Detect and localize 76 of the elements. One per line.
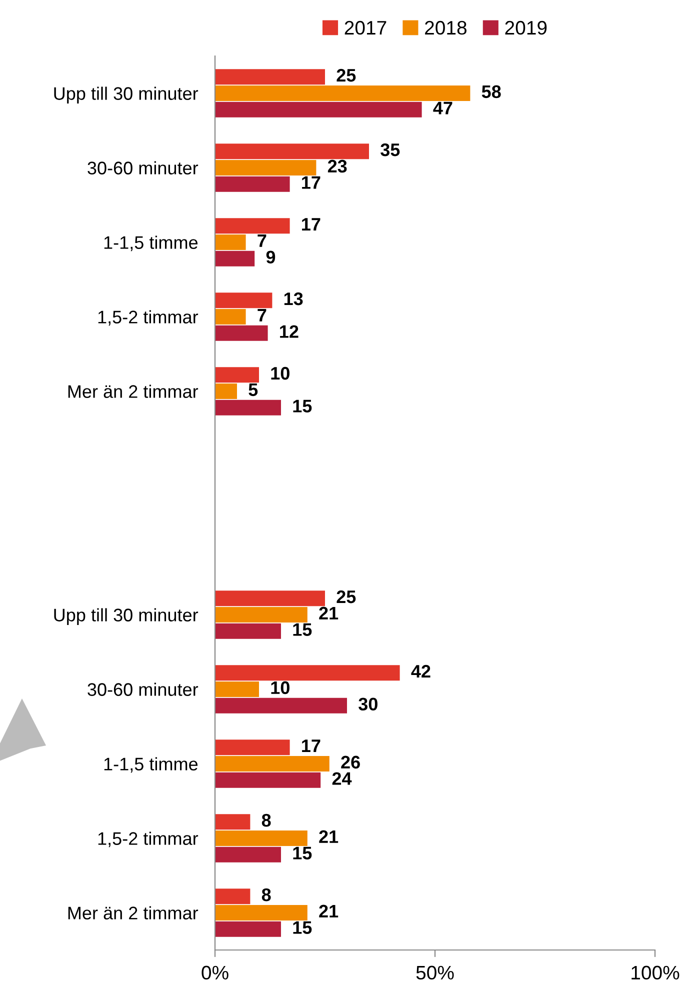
data-label: 9 <box>266 250 276 264</box>
bar <box>215 888 250 904</box>
bar <box>215 367 259 383</box>
bar <box>215 400 281 416</box>
bar <box>215 814 250 830</box>
data-label: 15 <box>293 623 312 636</box>
data-label: 24 <box>332 772 352 785</box>
bar <box>215 904 308 921</box>
y-tick-label: 1-1,5 timme <box>104 236 198 252</box>
y-tick-label: 1,5-2 timmar <box>98 310 198 326</box>
data-label: 17 <box>302 740 320 752</box>
bar <box>215 623 281 639</box>
data-label: 47 <box>433 102 452 114</box>
data-label: 17 <box>302 218 320 231</box>
data-label: 21 <box>319 830 338 843</box>
data-label: 13 <box>284 292 303 306</box>
data-label: 17 <box>302 176 320 189</box>
data-label: 25 <box>336 68 356 82</box>
data-label: 7 <box>258 234 266 247</box>
data-label: 10 <box>271 681 290 694</box>
bar <box>215 144 369 160</box>
bar <box>215 234 246 250</box>
bar <box>215 698 347 714</box>
x-tick-label: 100% <box>632 966 680 980</box>
data-label: 5 <box>248 383 258 396</box>
data-label: 15 <box>293 846 312 860</box>
y-tick-label: Upp till 30 minuter <box>54 86 198 104</box>
y-tick-label: 1-1,5 timme <box>104 757 198 773</box>
bar <box>215 102 422 118</box>
bar <box>215 250 255 266</box>
bar <box>215 681 259 698</box>
data-label: 12 <box>280 325 298 338</box>
data-label: 58 <box>482 85 501 98</box>
y-tick-label: 30-60 minuter <box>88 682 198 696</box>
bar <box>215 606 308 623</box>
data-label: 26 <box>341 756 360 769</box>
bar <box>215 85 470 102</box>
data-label: 7 <box>258 308 266 322</box>
bar <box>215 176 290 192</box>
bar <box>215 830 308 846</box>
bar <box>215 308 246 325</box>
bar <box>215 160 316 176</box>
bar <box>215 292 272 308</box>
bar <box>215 590 325 606</box>
x-tick-label: 0% <box>202 966 228 980</box>
bar <box>215 665 400 681</box>
data-label: 15 <box>293 921 312 934</box>
bar <box>215 846 281 862</box>
bar <box>215 218 290 234</box>
legend-label: 2019 <box>505 20 547 35</box>
x-tick-label: 50% <box>416 966 454 980</box>
bar <box>215 756 330 772</box>
legend-label: 2017 <box>344 20 386 35</box>
bar <box>215 69 325 85</box>
data-label: 10 <box>271 366 290 380</box>
data-label: 21 <box>319 606 338 620</box>
bar <box>215 740 290 756</box>
data-label: 23 <box>328 160 347 173</box>
data-label: 30 <box>358 698 378 711</box>
data-label: 35 <box>380 143 400 156</box>
y-tick-label: 1,5-2 timmar <box>98 832 198 848</box>
bar <box>215 325 268 341</box>
bar <box>215 921 281 937</box>
data-label: 21 <box>319 904 338 918</box>
y-tick-label: Mer än 2 timmar <box>68 906 198 920</box>
data-label: 8 <box>262 814 271 827</box>
data-label: 15 <box>293 400 312 412</box>
data-label: 42 <box>411 664 430 678</box>
y-tick-label: Mer än 2 timmar <box>68 384 198 398</box>
bar <box>215 772 321 788</box>
legend-label: 2018 <box>425 20 466 35</box>
data-label: 25 <box>336 590 356 604</box>
y-tick-label: Upp till 30 minuter <box>54 608 198 626</box>
data-label: 8 <box>262 888 271 902</box>
y-tick-label: 30-60 minuter <box>88 161 198 174</box>
bar <box>215 383 237 400</box>
